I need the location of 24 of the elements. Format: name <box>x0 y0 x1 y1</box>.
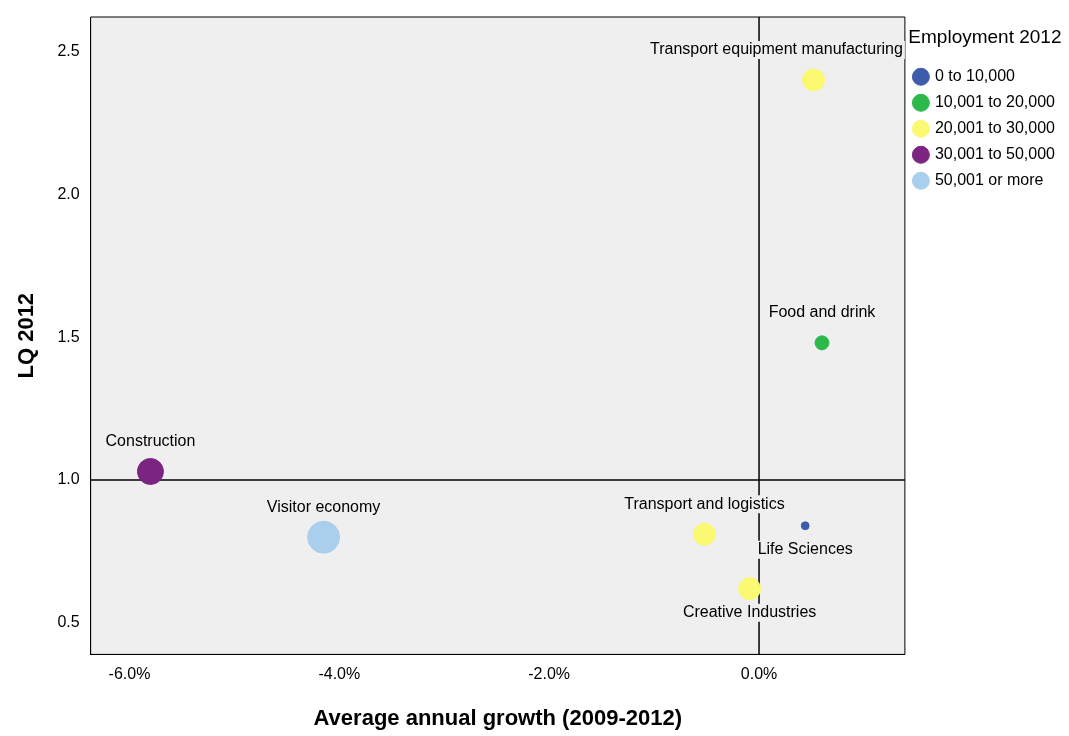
legend-label: 20,001 to 30,000 <box>934 119 1056 137</box>
legend-label: 10,001 to 20,000 <box>934 93 1056 111</box>
legend-label: 0 to 10,000 <box>934 67 1016 85</box>
annotation: Construction <box>105 431 196 449</box>
y-tick-label: 2.5 <box>57 41 80 59</box>
annotation: Life Sciences <box>757 540 853 558</box>
y-tick-label: 1.0 <box>57 470 80 488</box>
y-tick-label: 1.5 <box>57 327 80 345</box>
x-axis-title: Average annual growth (2009-2012) <box>313 704 682 730</box>
x-tick-label: -6.0% <box>108 665 151 683</box>
y-tick-label: 2.0 <box>57 184 80 202</box>
x-tick-label: -4.0% <box>318 665 361 683</box>
y-tick-label: 0.5 <box>57 613 80 631</box>
annotation: Visitor economy <box>266 497 381 515</box>
legend-label: 30,001 to 50,000 <box>934 145 1056 163</box>
x-tick-label: 0.0% <box>740 665 778 683</box>
annotation: Creative Industries <box>682 603 817 621</box>
y-axis-title: LQ 2012 <box>13 292 39 379</box>
annotation: Food and drink <box>768 303 877 321</box>
legend-label: 50,001 or more <box>934 171 1044 189</box>
annotation: Transport equipment manufacturing <box>650 40 903 58</box>
legend-title: Employment 2012 <box>908 25 1062 47</box>
annotation: Transport and logistics <box>624 494 785 512</box>
x-tick-label: -2.0% <box>528 665 571 683</box>
